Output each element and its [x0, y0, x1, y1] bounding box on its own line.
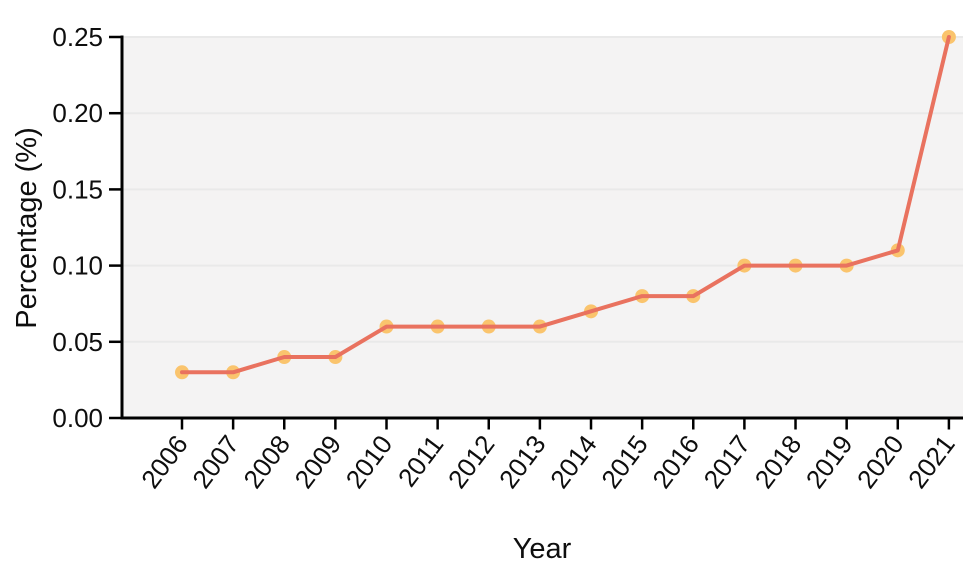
y-tick-label: 0.10 [52, 251, 103, 281]
x-axis-title: Year [513, 533, 572, 565]
x-tick-label: 2009 [288, 430, 347, 494]
x-tick-label: 2006 [135, 430, 194, 494]
x-tick-label: 2011 [392, 430, 450, 493]
x-tick-label: 2013 [493, 430, 552, 494]
y-tick-label: 0.20 [52, 98, 103, 128]
data-line [180, 35, 951, 375]
y-tick-label: 0.15 [52, 174, 103, 204]
x-tick-label: 2014 [544, 430, 603, 494]
x-tick-label: 2021 [902, 430, 961, 494]
x-tick-label: 2017 [697, 430, 756, 494]
plot-background [122, 37, 963, 418]
x-tick-label: 2018 [749, 430, 808, 494]
y-axis-title: Percentage (%) [11, 127, 43, 329]
x-axis: 2006200720082009201020112012201320142015… [120, 416, 963, 494]
y-tick-labels: 0.00 0.05 0.10 0.15 0.20 0.25 [52, 22, 103, 433]
x-tick-label: 2010 [340, 430, 399, 494]
y-tick-label: 0.00 [52, 403, 103, 433]
x-tick-label: 2016 [646, 430, 705, 494]
x-tick-label: 2008 [237, 430, 296, 494]
y-tick-label: 0.05 [52, 327, 103, 357]
x-tick-label: 2020 [851, 430, 910, 494]
x-tick-labels: 2006200720082009201020112012201320142015… [135, 430, 961, 494]
y-tick-label: 0.25 [52, 22, 103, 52]
x-tick-label: 2015 [595, 430, 654, 494]
y-axis: 0.00 0.05 0.10 0.15 0.20 0.25 [52, 22, 124, 433]
x-tick-label: 2019 [800, 430, 859, 494]
x-tick-label: 2012 [442, 430, 501, 494]
x-tick-label: 2007 [186, 430, 245, 494]
y-ticks [109, 35, 122, 420]
x-ticks [180, 418, 951, 430]
